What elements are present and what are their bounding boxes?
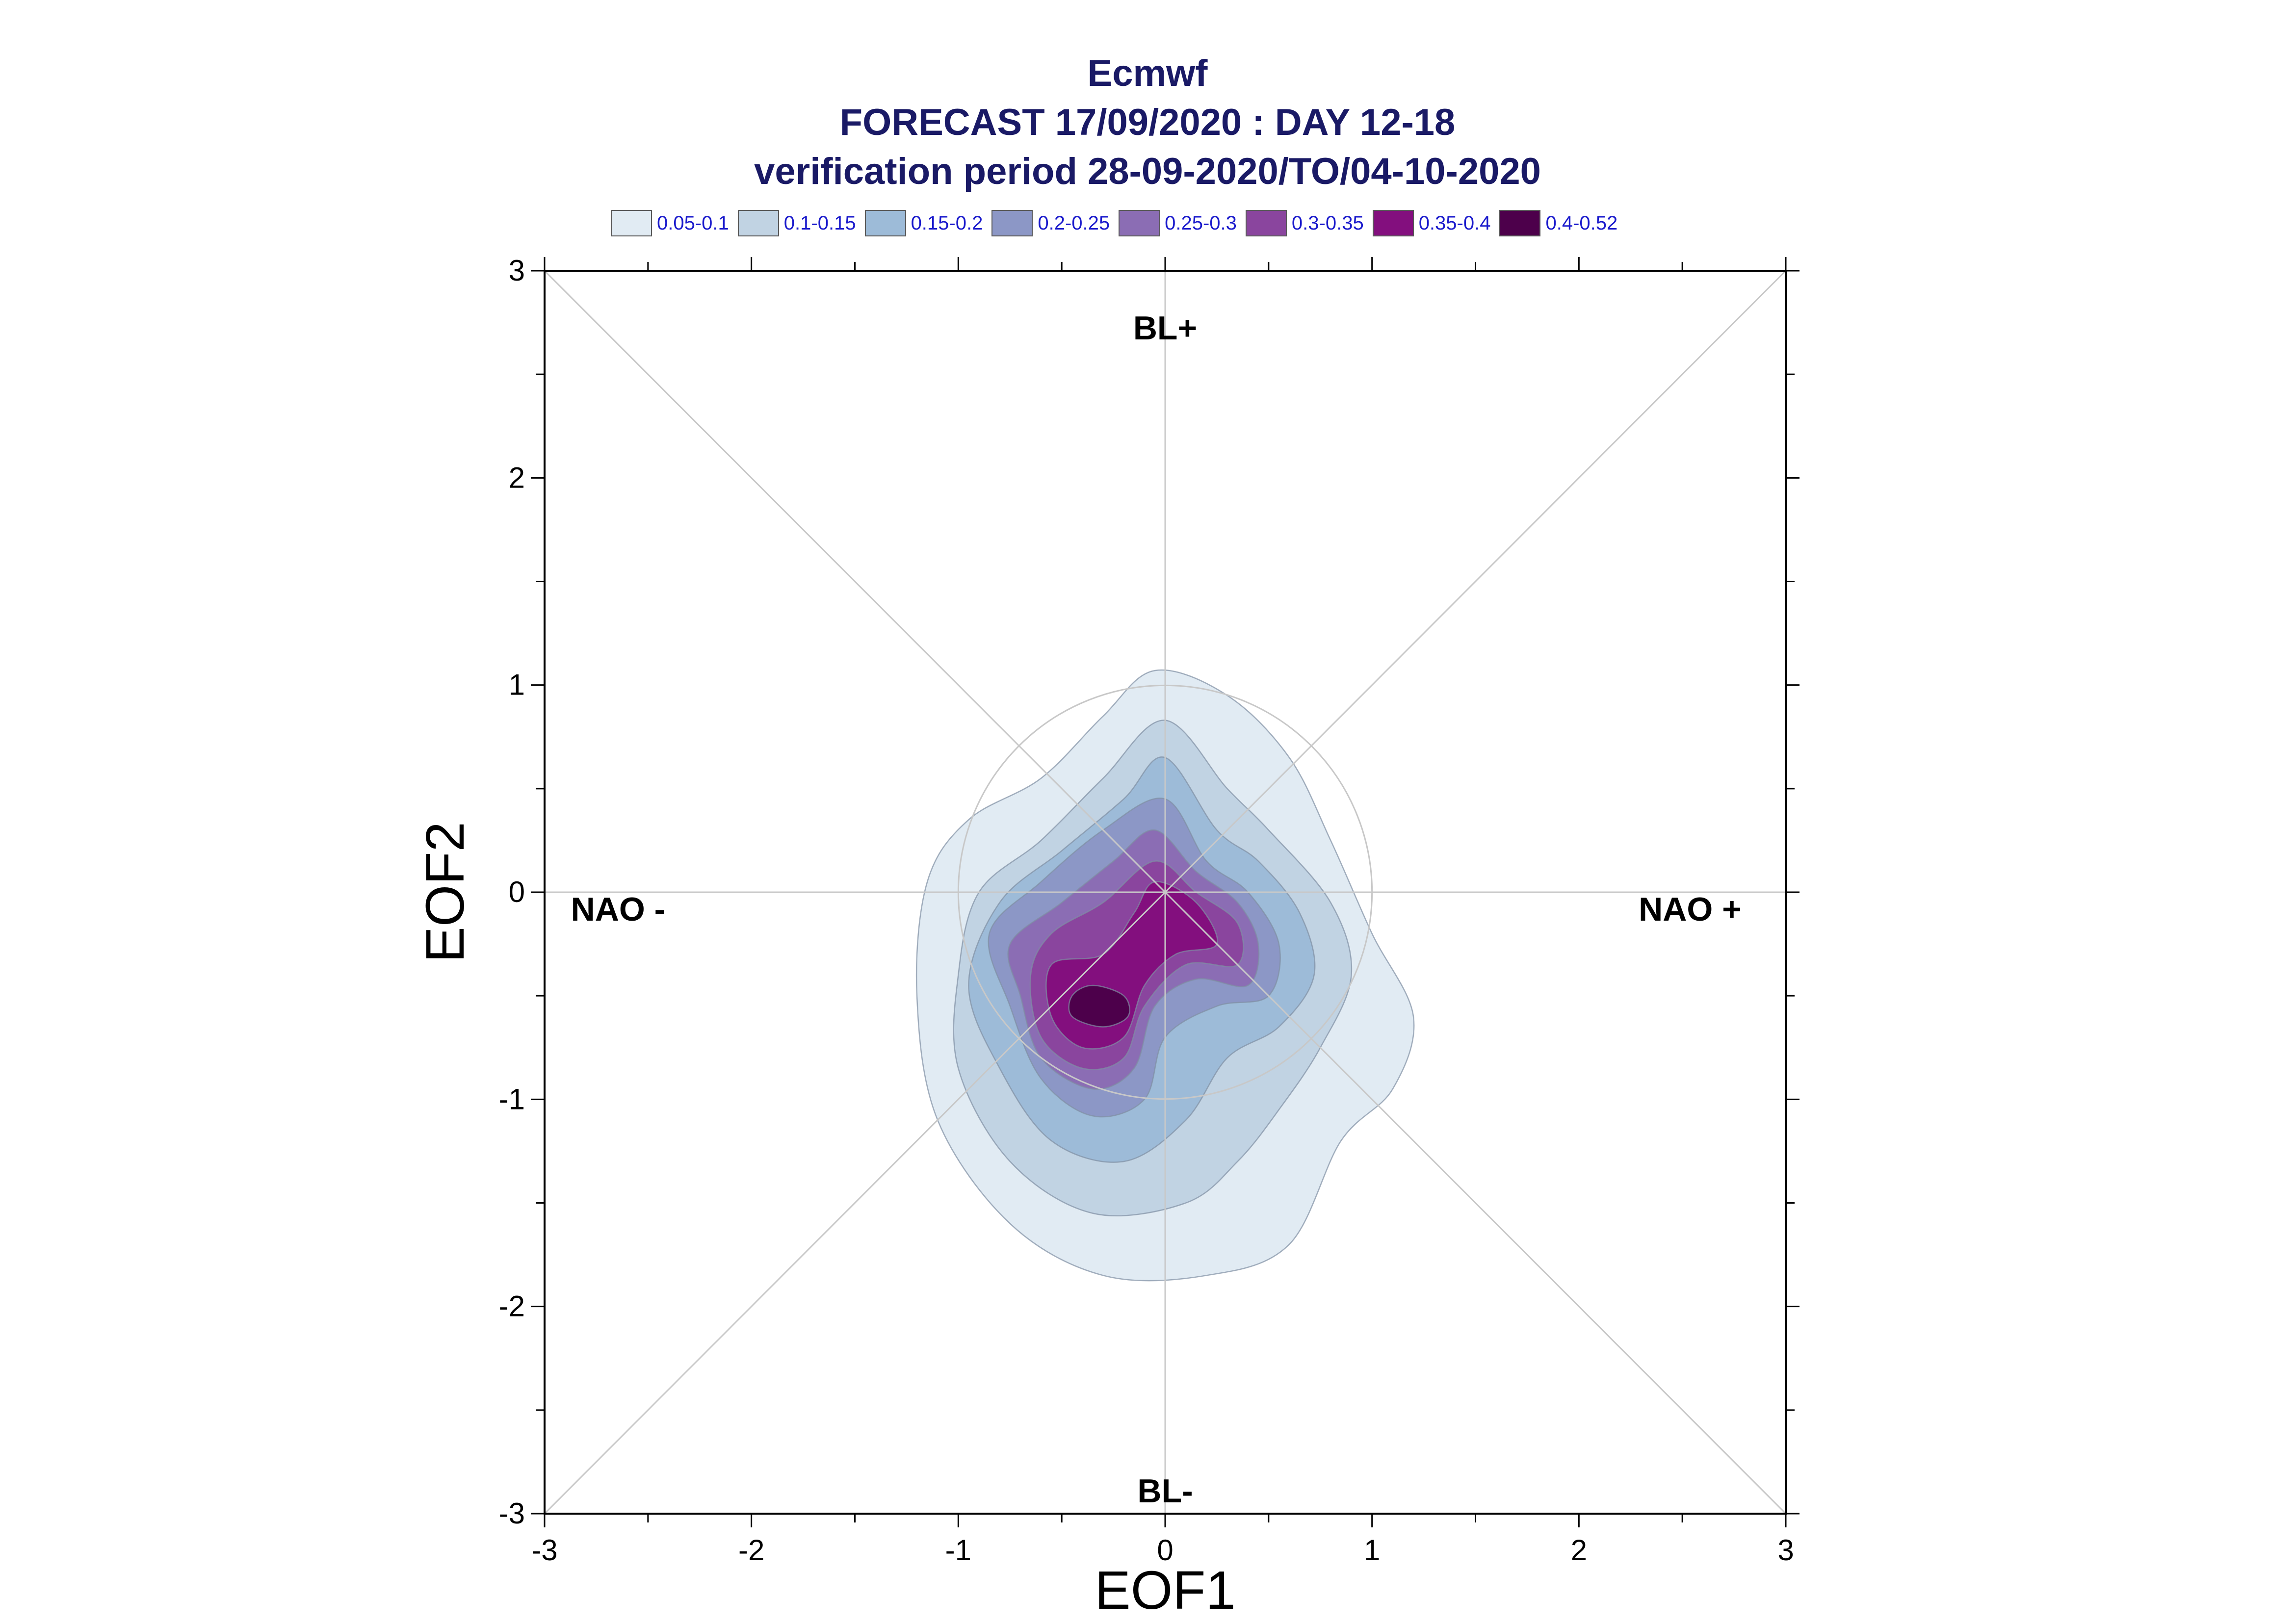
x-tick-label: -1 (945, 1534, 971, 1567)
legend-item: 0.35-0.4 (1372, 210, 1491, 236)
legend-label: 0.05-0.1 (657, 212, 729, 234)
regime-label-bl-plus: BL+ (1133, 309, 1197, 347)
density-contours (915, 669, 1415, 1282)
legend-swatch (991, 210, 1033, 236)
legend-label: 0.25-0.3 (1165, 212, 1237, 234)
legend-label: 0.2-0.25 (1038, 212, 1110, 234)
legend-swatch (1119, 210, 1160, 236)
legend-swatch (737, 210, 779, 236)
chart-subtitle: FORECAST 17/09/2020 : DAY 12-18 (839, 102, 1456, 143)
legend-swatch (1245, 210, 1287, 236)
legend-item: 0.2-0.25 (991, 210, 1110, 236)
regime-label-nao-plus: NAO + (1639, 891, 1742, 928)
legend-item: 0.1-0.15 (737, 210, 856, 236)
y-tick-label: -2 (499, 1290, 525, 1323)
verification-period: verification period 28-09-2020/TO/04-10-… (754, 151, 1541, 192)
legend-label: 0.35-0.4 (1418, 212, 1491, 234)
y-tick-label: 0 (509, 876, 525, 908)
y-tick-label: 2 (509, 461, 525, 494)
axis-labels: -3 -2 -1 0 1 2 3 3 2 1 0 -1 -2 -3 EOF1 EOF2 BL+ BL- NAO - N… (415, 254, 1794, 1621)
axis-ticks (531, 257, 1799, 1527)
y-axis-title: EOF2 (415, 822, 475, 962)
legend-label: 0.15-0.2 (911, 212, 983, 234)
legend-label: 0.1-0.15 (783, 212, 856, 234)
chart-title-block: Ecmwf FORECAST 17/09/2020 : DAY 12-18 ve… (0, 49, 2295, 196)
legend-swatch (1372, 210, 1414, 236)
legend-item: 0.05-0.1 (611, 210, 729, 236)
chart-title: Ecmwf (1087, 52, 1208, 94)
regime-label-nao-minus: NAO - (571, 891, 666, 928)
x-tick-label: 2 (1571, 1534, 1587, 1567)
y-tick-label: 3 (509, 254, 525, 287)
y-tick-label: -1 (499, 1083, 525, 1115)
legend-item: 0.15-0.2 (864, 210, 983, 236)
legend: 0.05-0.1 0.1-0.15 0.15-0.2 0.2-0.25 0.25-0.3… (611, 206, 1626, 240)
contour-level-0.4-0.52 (1068, 984, 1130, 1028)
x-tick-label: -3 (531, 1534, 557, 1567)
legend-swatch (864, 210, 906, 236)
legend-swatch (1499, 210, 1541, 236)
legend-item: 0.25-0.3 (1119, 210, 1237, 236)
reference-circle (957, 684, 1373, 1100)
regime-label-bl-minus: BL- (1137, 1472, 1193, 1510)
x-tick-label: 1 (1364, 1534, 1380, 1567)
legend-label: 0.3-0.35 (1291, 212, 1364, 234)
x-tick-label: 3 (1777, 1534, 1794, 1567)
x-tick-label: -2 (738, 1534, 764, 1567)
x-axis-title: EOF1 (1095, 1560, 1235, 1621)
legend-item: 0.3-0.35 (1245, 210, 1364, 236)
legend-swatch (611, 210, 652, 236)
y-tick-label: 1 (509, 669, 525, 701)
x-tick-label: 0 (1157, 1534, 1173, 1567)
gridlines (544, 270, 1787, 1515)
y-tick-label: -3 (499, 1497, 525, 1530)
legend-item: 0.4-0.52 (1499, 210, 1617, 236)
legend-label: 0.4-0.52 (1545, 212, 1618, 234)
